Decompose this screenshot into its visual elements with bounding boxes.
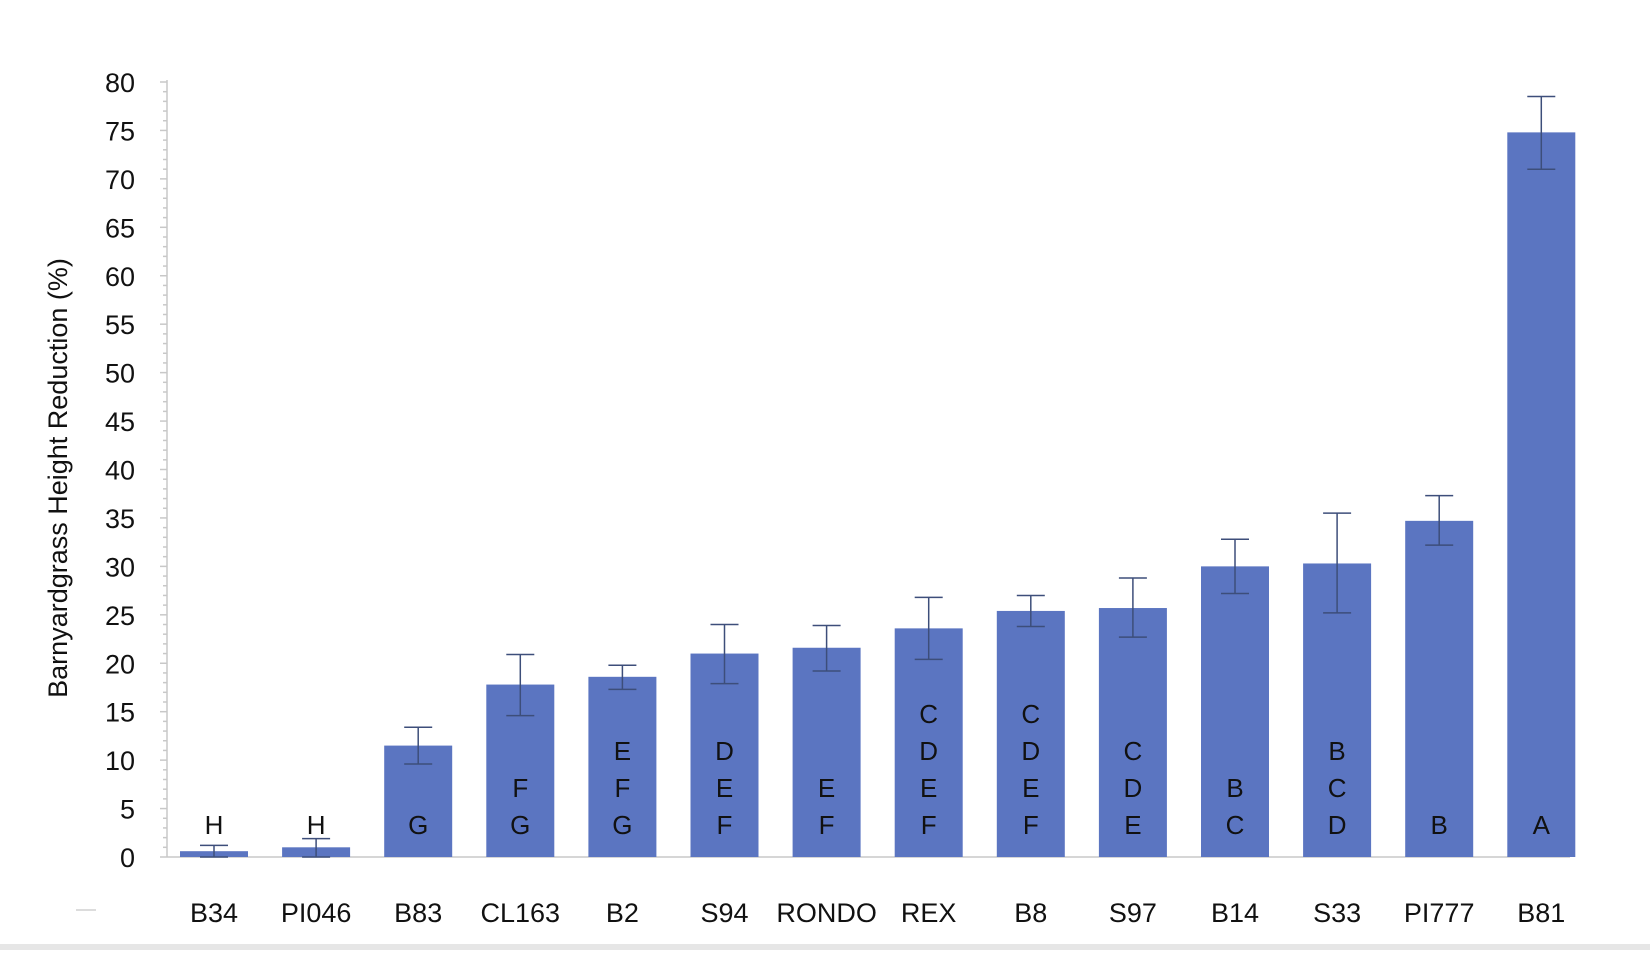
y-tick-label: 15	[105, 698, 135, 728]
y-axis-title: Barnyardgrass Height Reduction (%)	[43, 258, 73, 698]
x-category-label: S97	[1109, 898, 1157, 928]
significance-letter: F	[921, 810, 937, 840]
significance-letter: F	[614, 773, 630, 803]
x-category-label: S33	[1313, 898, 1361, 928]
significance-letter: H	[307, 810, 326, 840]
x-category-label: PI046	[281, 898, 352, 928]
significance-letter: E	[1124, 810, 1141, 840]
bottom-divider	[0, 944, 1650, 950]
x-category-label: S94	[700, 898, 748, 928]
y-tick-label: 80	[105, 68, 135, 98]
x-category-label: RONDO	[776, 898, 877, 928]
significance-letter: E	[716, 773, 733, 803]
significance-letter: E	[818, 773, 835, 803]
y-tick-label: 45	[105, 407, 135, 437]
significance-letter: D	[715, 736, 734, 766]
y-tick-label: 60	[105, 262, 135, 292]
y-axis: 0 5 10 15 20 25 30 35 40 45 50 55 60 65 70 75 80	[105, 68, 168, 873]
y-tick-label: 10	[105, 746, 135, 776]
x-category-label: B81	[1517, 898, 1565, 928]
significance-letter: F	[819, 810, 835, 840]
x-category-label: B83	[394, 898, 442, 928]
significance-letter: H	[205, 810, 224, 840]
significance-letter: C	[1328, 773, 1347, 803]
bar-rex	[894, 628, 963, 857]
y-tick-label: 40	[105, 456, 135, 486]
y-tick-label: 70	[105, 165, 135, 195]
significance-letter: D	[1124, 773, 1143, 803]
significance-letter: B	[1431, 810, 1448, 840]
x-axis: B34 PI046 B83 CL163 B2 S94 RONDO REX B8 S97 B14 S33…	[76, 856, 1570, 928]
bar-pi777	[1405, 520, 1474, 857]
y-tick-label: 50	[105, 359, 135, 389]
significance-letter: D	[1021, 736, 1040, 766]
bar-s94	[690, 653, 759, 857]
bar-b81	[1507, 132, 1576, 857]
significance-letter: G	[510, 810, 530, 840]
significance-letter: E	[1022, 773, 1039, 803]
significance-letter: E	[920, 773, 937, 803]
x-category-label: B34	[190, 898, 238, 928]
x-category-label: PI777	[1404, 898, 1475, 928]
y-tick-label: 30	[105, 552, 135, 582]
significance-letter: D	[1328, 810, 1347, 840]
y-tick-label: 0	[120, 843, 135, 873]
bar-s97	[1098, 608, 1167, 857]
significance-letter: F	[717, 810, 733, 840]
significance-letter: B	[1328, 736, 1345, 766]
significance-letter: F	[512, 773, 528, 803]
error-bars	[200, 95, 1556, 858]
significance-letter: C	[1226, 810, 1245, 840]
x-category-label: B8	[1014, 898, 1047, 928]
significance-letter: D	[919, 736, 938, 766]
significance-letter: A	[1533, 810, 1551, 840]
y-tick-label: 25	[105, 601, 135, 631]
bar-b14	[1201, 566, 1269, 857]
y-tick-label: 65	[105, 213, 135, 243]
bars	[180, 132, 1576, 857]
y-tick-label: 20	[105, 649, 135, 679]
significance-letter: C	[1124, 736, 1143, 766]
y-tick-label: 75	[105, 116, 135, 146]
significance-letter: G	[408, 810, 428, 840]
y-tick-label: 5	[120, 795, 135, 825]
x-category-label: B14	[1211, 898, 1259, 928]
significance-letter: C	[1021, 699, 1040, 729]
bar-b2	[588, 676, 657, 857]
significance-letter: G	[612, 810, 632, 840]
x-category-label: B2	[606, 898, 639, 928]
y-tick-label: 35	[105, 504, 135, 534]
bar-rondo	[792, 647, 861, 857]
significance-letter: E	[614, 736, 631, 766]
bar-b8	[996, 610, 1065, 857]
y-tick-label: 55	[105, 310, 135, 340]
significance-letter: C	[919, 699, 938, 729]
x-category-label: REX	[901, 898, 957, 928]
significance-letter: B	[1226, 773, 1243, 803]
x-category-label: CL163	[481, 898, 561, 928]
significance-letter: F	[1023, 810, 1039, 840]
